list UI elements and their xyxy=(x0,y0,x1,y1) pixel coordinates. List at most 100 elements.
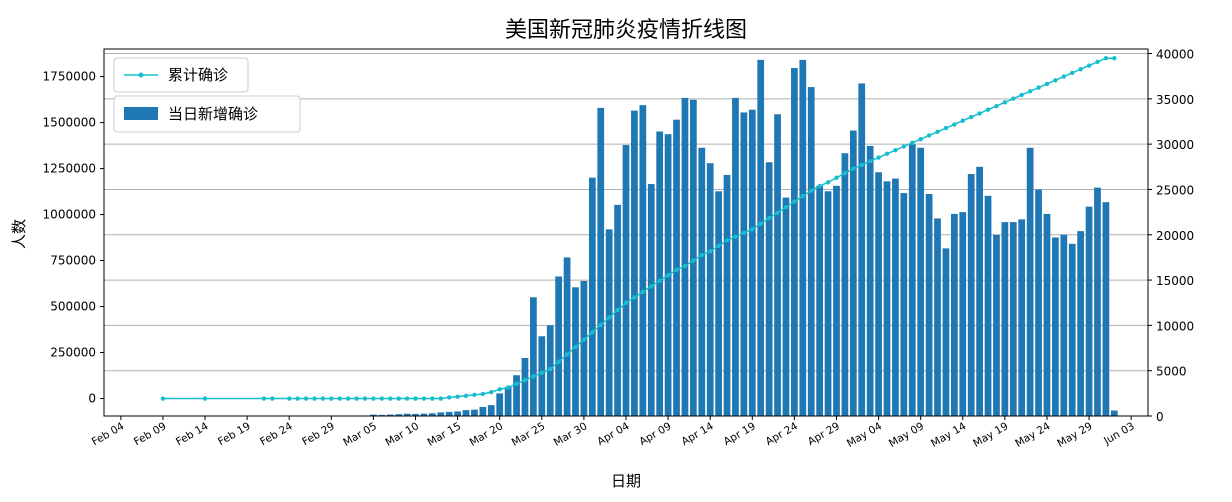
bar xyxy=(900,193,908,416)
line-point xyxy=(438,396,443,401)
bar xyxy=(462,410,470,416)
x-tick-label: Mar 15 xyxy=(425,420,463,449)
line-point xyxy=(303,396,309,401)
line-point xyxy=(404,396,410,401)
bar xyxy=(521,358,529,416)
line-point xyxy=(463,393,469,398)
line-point xyxy=(910,140,915,146)
bar xyxy=(496,393,504,416)
bar xyxy=(471,409,478,416)
x-tick-label: Feb 04 xyxy=(90,420,127,448)
bar xyxy=(403,413,411,416)
bar xyxy=(647,184,655,416)
bar xyxy=(605,229,613,416)
line-point xyxy=(388,396,393,401)
line-point xyxy=(834,175,839,180)
bar xyxy=(572,287,579,416)
bar xyxy=(799,59,807,417)
bar xyxy=(723,174,731,416)
x-tick-label: Mar 25 xyxy=(510,420,548,449)
bar xyxy=(706,163,714,416)
line-point xyxy=(1078,67,1083,72)
line-point xyxy=(968,114,974,120)
x-tick-label: Apr 09 xyxy=(637,420,673,448)
bar xyxy=(420,413,428,416)
right-tick-label: 25000 xyxy=(1156,183,1194,197)
bar xyxy=(479,406,487,416)
line-point xyxy=(674,267,679,272)
line-point xyxy=(548,366,553,372)
line-point xyxy=(724,238,730,243)
bar xyxy=(445,411,453,416)
right-tick-label: 15000 xyxy=(1156,274,1194,288)
line-point xyxy=(1044,81,1050,87)
line-point xyxy=(606,315,612,320)
bar xyxy=(908,144,916,416)
x-tick-label: May 19 xyxy=(971,420,1010,450)
bar xyxy=(917,147,925,416)
line-point xyxy=(851,166,856,171)
bar xyxy=(993,234,1000,416)
bar xyxy=(1094,187,1101,416)
line-point xyxy=(977,111,982,116)
x-tick-label: Jun 03 xyxy=(1101,420,1137,447)
bar xyxy=(959,212,967,416)
left-tick-label: 1500000 xyxy=(43,116,96,130)
line-point xyxy=(1053,78,1058,83)
line-point xyxy=(261,396,267,401)
line-point xyxy=(867,159,873,164)
line-layer xyxy=(160,56,1117,401)
line-point xyxy=(985,107,991,112)
left-tick-label: 1000000 xyxy=(43,208,96,222)
line-point xyxy=(472,392,477,398)
bar xyxy=(428,413,436,416)
line-point xyxy=(539,370,545,375)
bar xyxy=(1077,231,1085,416)
line-point xyxy=(320,396,326,401)
line-point xyxy=(573,344,578,350)
line-point xyxy=(556,359,561,364)
right-y-axis: 0 5000 10000 15000 20000 25000 30000 35000 40000 xyxy=(1148,48,1194,424)
line-point xyxy=(505,385,511,390)
line-point xyxy=(1112,56,1117,61)
x-tick-label: Apr 19 xyxy=(722,420,758,448)
bar xyxy=(597,107,605,417)
bar xyxy=(588,177,596,416)
bar xyxy=(631,110,638,417)
x-tick-label: Feb 24 xyxy=(258,420,295,448)
bar xyxy=(875,172,882,416)
bar xyxy=(866,145,874,416)
x-tick-label: May 24 xyxy=(1013,420,1053,450)
bar xyxy=(487,405,495,416)
bar xyxy=(1060,234,1068,416)
line-point xyxy=(775,210,780,215)
line-point xyxy=(1070,70,1075,76)
line-point xyxy=(379,396,385,401)
bar xyxy=(1068,243,1076,416)
bar xyxy=(1085,206,1093,416)
line-point xyxy=(531,374,536,379)
line-point xyxy=(918,136,923,142)
line-point xyxy=(455,394,460,399)
x-tick-label: Feb 14 xyxy=(174,420,211,448)
line-point xyxy=(598,322,603,328)
line-point xyxy=(1103,56,1109,61)
bar xyxy=(925,193,933,416)
bar xyxy=(386,414,394,416)
line-point xyxy=(1061,74,1067,79)
line-point xyxy=(489,389,494,395)
bar xyxy=(454,411,461,416)
bar xyxy=(765,162,773,416)
legend-line-box xyxy=(113,57,249,93)
x-tick-label: Mar 10 xyxy=(383,420,421,449)
x-tick-label: Mar 30 xyxy=(552,420,590,449)
line-point xyxy=(160,396,166,401)
line-point xyxy=(287,396,292,401)
bar xyxy=(950,213,958,416)
line-point xyxy=(952,122,957,127)
line-point xyxy=(337,396,342,401)
line-point xyxy=(345,396,351,401)
bar xyxy=(698,147,706,416)
left-tick-label: 500000 xyxy=(50,300,96,314)
